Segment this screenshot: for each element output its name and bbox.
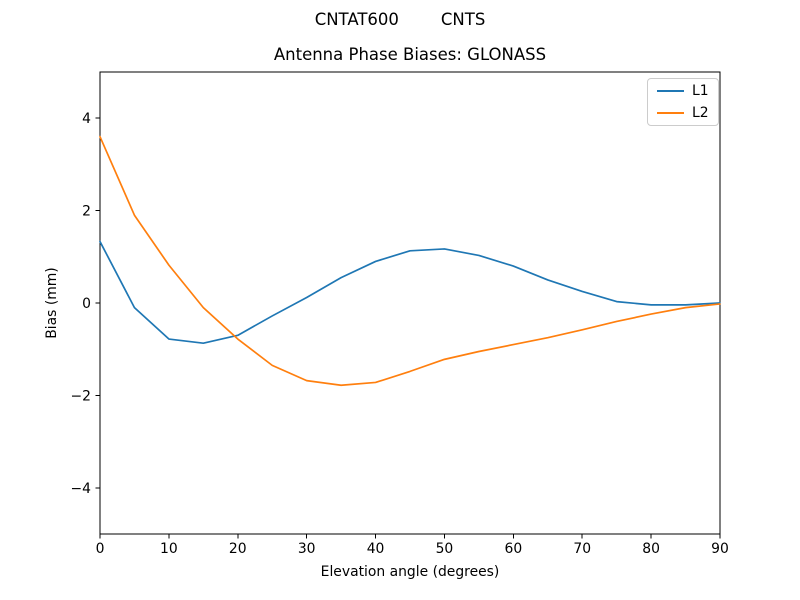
legend-line-sample-l1 bbox=[657, 90, 684, 93]
y-tick-label: 0 bbox=[82, 296, 91, 312]
legend-label-l2: L2 bbox=[692, 104, 709, 121]
y-axis-label: Bias (mm) bbox=[44, 267, 60, 339]
x-tick-label: 50 bbox=[436, 541, 454, 557]
legend-line-sample-l2 bbox=[657, 111, 684, 114]
x-axis-label: Elevation angle (degrees) bbox=[320, 564, 500, 580]
x-tick-label: 90 bbox=[711, 541, 729, 557]
y-tick-label: −4 bbox=[71, 481, 92, 497]
legend-entry-l2: L2 bbox=[657, 104, 709, 121]
x-tick-label: 0 bbox=[96, 541, 105, 557]
legend: L1 L2 bbox=[647, 78, 719, 127]
figure-suptitle: CNTAT600 CNTS bbox=[314, 10, 486, 29]
x-tick-label: 40 bbox=[367, 541, 385, 557]
series-line-l2 bbox=[99, 135, 721, 387]
x-tick-label: 10 bbox=[160, 541, 178, 557]
x-tick-label: 30 bbox=[298, 541, 316, 557]
y-tick-label: 2 bbox=[82, 204, 91, 220]
x-tick-label: 80 bbox=[642, 541, 660, 557]
legend-entry-l1: L1 bbox=[657, 84, 709, 99]
x-tick-label: 70 bbox=[573, 541, 591, 557]
chart-title: Antenna Phase Biases: GLONASS bbox=[273, 45, 547, 64]
legend-label-l1: L1 bbox=[692, 83, 709, 99]
x-tick-label: 20 bbox=[229, 541, 247, 557]
x-tick-label: 60 bbox=[504, 541, 522, 557]
y-tick-label: −2 bbox=[71, 388, 91, 404]
y-tick-label: 4 bbox=[82, 111, 91, 127]
series-line-l1 bbox=[99, 240, 721, 345]
